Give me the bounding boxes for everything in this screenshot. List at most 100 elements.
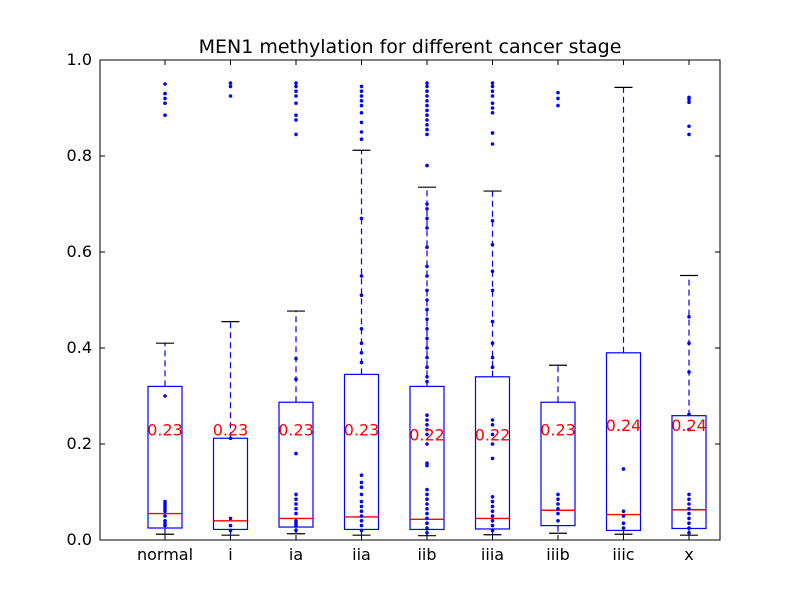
x-tick-label: iia bbox=[352, 545, 371, 564]
outlier-point bbox=[687, 497, 691, 502]
outlier-point bbox=[163, 101, 167, 105]
outlier-point bbox=[294, 113, 298, 117]
outlier-point bbox=[490, 509, 495, 513]
outlier-point bbox=[359, 94, 364, 98]
outlier-point bbox=[163, 514, 167, 518]
outlier-point bbox=[425, 365, 429, 370]
outlier-point bbox=[425, 118, 429, 122]
outlier-point bbox=[359, 473, 364, 478]
outlier-point bbox=[163, 113, 167, 117]
outlier-point bbox=[490, 519, 495, 523]
outlier-point bbox=[294, 118, 298, 122]
outlier-point bbox=[621, 521, 626, 525]
outlier-point bbox=[359, 519, 364, 523]
y-tick-label: 0.0 bbox=[67, 530, 92, 549]
outlier-point bbox=[425, 226, 429, 230]
outlier-point bbox=[621, 509, 626, 513]
outlier-point bbox=[425, 127, 429, 132]
outlier-point bbox=[294, 132, 298, 137]
outlier-point bbox=[490, 89, 495, 93]
x-tick-label: i bbox=[228, 545, 232, 564]
box bbox=[605, 352, 642, 531]
outlier-point bbox=[359, 99, 364, 103]
box-group-iiib: 0.23 bbox=[540, 90, 576, 534]
box-group-x: 0.24 bbox=[671, 95, 707, 536]
outlier-point bbox=[163, 91, 167, 96]
outlier-point bbox=[294, 492, 298, 497]
outlier-point bbox=[294, 81, 298, 85]
outlier-point bbox=[425, 511, 429, 516]
outlier-point bbox=[359, 103, 364, 108]
outlier-point bbox=[490, 94, 495, 98]
outlier-point bbox=[490, 499, 495, 504]
outlier-point bbox=[490, 243, 495, 247]
outlier-point bbox=[425, 108, 429, 113]
outlier-point bbox=[490, 84, 495, 89]
outlier-point bbox=[425, 442, 429, 446]
outlier-point bbox=[556, 103, 560, 108]
plot-area: 0.23 0.23 0.23 0.23 0.22 0.22 0.23 0.24 0.24 bbox=[147, 81, 707, 537]
outlier-point bbox=[425, 355, 429, 360]
outlier-point bbox=[425, 298, 429, 302]
outlier-point bbox=[359, 504, 364, 509]
outlier-point bbox=[490, 423, 495, 427]
x-tick-label: iiib bbox=[546, 545, 570, 564]
outlier-point bbox=[556, 96, 560, 101]
x-axis: normal i ia iia iib iiia iiib iiic x bbox=[137, 60, 694, 564]
outlier-point bbox=[425, 288, 429, 293]
outlier-point bbox=[490, 504, 495, 509]
mean-label: 0.22 bbox=[409, 425, 445, 444]
x-tick-label: iiic bbox=[612, 545, 634, 564]
outlier-point bbox=[556, 497, 560, 502]
outlier-point bbox=[359, 514, 364, 518]
outlier-point bbox=[621, 467, 626, 471]
outlier-point bbox=[359, 137, 364, 141]
box bbox=[540, 401, 576, 527]
outlier-point bbox=[687, 526, 691, 530]
outlier-point bbox=[425, 487, 429, 492]
outlier-point bbox=[294, 497, 298, 502]
outlier-point bbox=[490, 142, 495, 146]
outlier-point bbox=[556, 492, 560, 497]
box-group-ia: 0.23 bbox=[278, 81, 314, 535]
outlier-point bbox=[687, 502, 691, 506]
box-group-iib: 0.22 bbox=[409, 81, 445, 537]
outlier-point bbox=[294, 89, 298, 93]
box bbox=[147, 385, 183, 529]
outlier-point bbox=[687, 412, 691, 417]
y-tick-label: 0.8 bbox=[67, 146, 92, 165]
outlier-point bbox=[425, 418, 429, 422]
x-tick-label: iib bbox=[417, 545, 436, 564]
outlier-point bbox=[425, 103, 429, 108]
outlier-point bbox=[163, 523, 167, 528]
outlier-point bbox=[490, 219, 495, 223]
outlier-point bbox=[425, 526, 429, 530]
outlier-point bbox=[556, 502, 560, 506]
mean-label: 0.24 bbox=[671, 416, 707, 435]
outlier-point bbox=[359, 84, 364, 89]
outlier-point bbox=[425, 274, 429, 278]
outlier-point bbox=[425, 521, 429, 525]
outlier-point bbox=[687, 95, 691, 100]
outlier-point bbox=[490, 111, 495, 115]
outlier-point bbox=[425, 89, 429, 93]
outlier-point bbox=[163, 82, 167, 86]
outlier-point bbox=[425, 99, 429, 103]
outlier-point bbox=[490, 514, 495, 518]
outlier-point bbox=[687, 507, 691, 511]
outlier-point bbox=[425, 202, 429, 206]
mean-label: 0.23 bbox=[278, 421, 314, 440]
outlier-point bbox=[425, 516, 429, 521]
outlier-point bbox=[425, 94, 429, 98]
chart-title: MEN1 methylation for different cancer st… bbox=[199, 36, 622, 58]
outlier-point bbox=[294, 377, 298, 382]
box-group-iia: 0.23 bbox=[344, 84, 379, 536]
outlier-point bbox=[687, 492, 691, 497]
outlier-point bbox=[294, 523, 298, 528]
outlier-point bbox=[490, 355, 495, 360]
box-group-iiia: 0.22 bbox=[475, 81, 510, 536]
outlier-point bbox=[359, 360, 364, 365]
outlier-point bbox=[490, 456, 495, 461]
outlier-point bbox=[425, 123, 429, 127]
